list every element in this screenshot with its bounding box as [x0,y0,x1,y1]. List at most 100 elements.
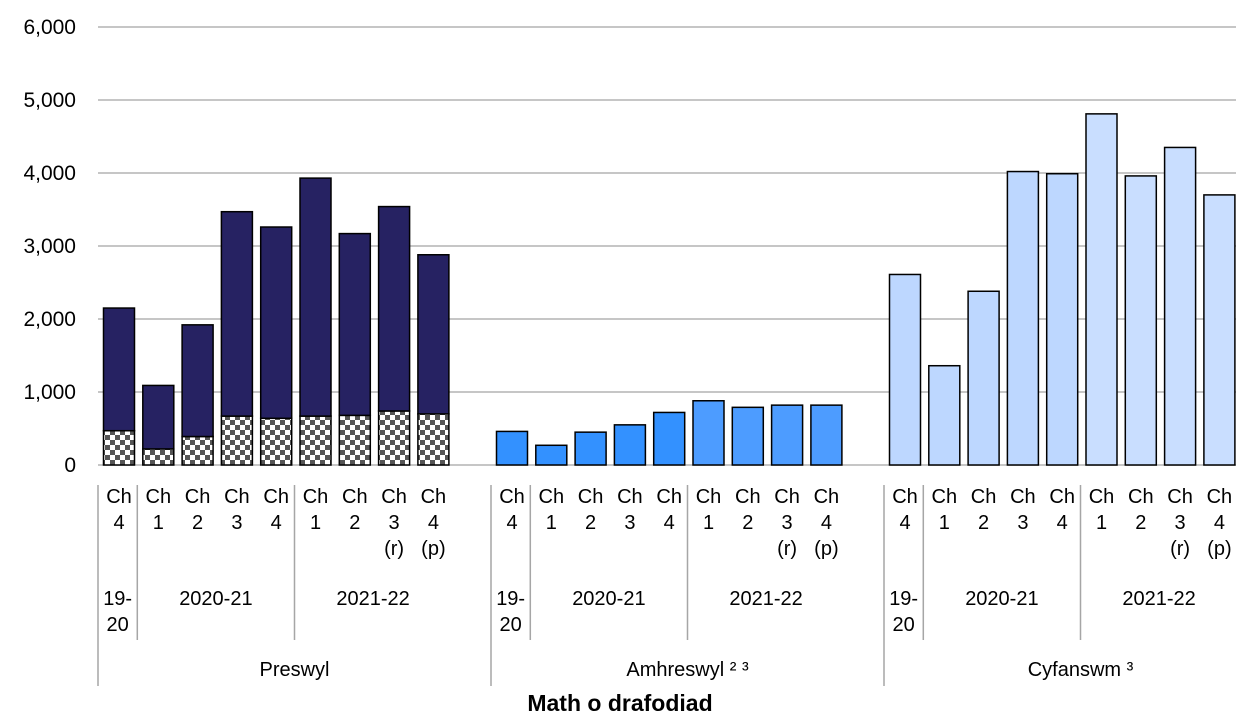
bar [181,435,214,466]
x-year-label: 19- [496,588,525,610]
x-tick-label: (p) [421,538,445,560]
y-tick-label: 3,000 [23,235,76,258]
y-tick-label: 2,000 [23,308,76,331]
x-year-label: 20 [500,614,522,636]
x-axis-group: Ch4Ch1Ch2Ch3Ch4Ch1Ch2Ch3(r)Ch4(p)19-2020… [490,485,840,686]
bar [102,307,136,432]
x-tick-label: 3 [389,512,400,534]
bar [259,226,293,420]
bar [1045,172,1079,466]
x-tick-label: Ch [421,486,447,508]
bar [377,205,411,412]
bar [967,290,1000,466]
bar [731,406,765,466]
x-tick-label: 2 [742,512,753,534]
y-tick-label: 5,000 [23,89,76,112]
x-tick-label: 4 [899,512,910,534]
x-axis-group: Ch4Ch1Ch2Ch3Ch4Ch1Ch2Ch3(r)Ch4(p)19-2020… [97,485,447,686]
x-tick-label: 3 [782,512,793,534]
x-tick-label: 1 [310,512,321,534]
x-tick-label: (r) [1170,538,1190,560]
x-year-label: 20 [107,614,129,636]
x-tick-label: Ch [1167,486,1193,508]
x-year-label: 2021-22 [1122,588,1195,610]
x-tick-label: 4 [664,512,675,534]
x-tick-label: Ch [814,486,840,508]
x-year-label: 20 [893,614,915,636]
x-group-label: Amhreswyl ² ³ [626,659,749,681]
bar [888,273,922,466]
x-tick-label: (p) [814,538,838,560]
x-tick-label: 1 [939,512,950,534]
bar [417,413,450,466]
x-tick-label: Ch [342,486,368,508]
x-tick-label: 3 [1175,512,1186,534]
x-tick-label: Ch [617,486,643,508]
bar-group [495,400,843,466]
x-tick-label: 1 [703,512,714,534]
bar [299,415,332,466]
x-tick-label: 2 [349,512,360,534]
bar [1085,113,1118,466]
x-tick-label: Ch [499,486,525,508]
x-tick-label: Ch [971,486,997,508]
x-tick-label: 4 [1214,512,1225,534]
x-year-label: 19- [103,588,132,610]
bar [928,364,961,466]
bar [613,424,647,466]
x-tick-label: 4 [271,512,282,534]
bar [181,324,214,438]
bar [259,417,293,466]
x-tick-label: 1 [546,512,557,534]
x-axis-group: Ch4Ch1Ch2Ch3Ch4Ch1Ch2Ch3(r)Ch4(p)19-2020… [883,485,1233,686]
bar [299,177,332,417]
x-tick-label: 4 [821,512,832,534]
bar [1163,146,1197,466]
bar [535,444,568,466]
bar [574,431,607,466]
x-year-label: 19- [889,588,918,610]
y-tick-label: 0 [64,454,76,477]
x-tick-label: Ch [696,486,722,508]
bar-group [102,177,450,466]
x-tick-label: 2 [978,512,989,534]
x-tick-label: Ch [185,486,211,508]
x-tick-label: Ch [224,486,250,508]
x-tick-label: 4 [113,512,124,534]
x-tick-label: Ch [932,486,958,508]
x-tick-label: Ch [1049,486,1075,508]
x-tick-label: 3 [624,512,635,534]
bar [692,400,725,466]
bar [417,254,450,415]
x-tick-label: (r) [384,538,404,560]
x-tick-label: Ch [735,486,761,508]
x-tick-label: 3 [231,512,242,534]
x-tick-label: 4 [428,512,439,534]
x-tick-label: Ch [539,486,565,508]
x-tick-label: Ch [263,486,289,508]
bar [102,429,136,466]
x-year-label: 2021-22 [336,588,409,610]
x-tick-label: Ch [774,486,800,508]
x-tick-label: Ch [1128,486,1154,508]
x-tick-label: 2 [1135,512,1146,534]
x-tick-label: 3 [1017,512,1028,534]
x-year-label: 2020-21 [572,588,645,610]
bar [377,410,411,466]
x-tick-label: Ch [656,486,682,508]
x-year-label: 2021-22 [729,588,802,610]
x-axis-title: Math o drafodiad [527,690,712,713]
bar [338,414,372,466]
x-tick-label: 2 [585,512,596,534]
bar [1124,175,1158,466]
x-tick-label: Ch [106,486,132,508]
bar [338,232,372,417]
x-axis: Ch4Ch1Ch2Ch3Ch4Ch1Ch2Ch3(r)Ch4(p)19-2020… [97,485,1233,686]
bar [652,411,686,466]
x-tick-label: Ch [892,486,918,508]
x-year-label: 2020-21 [965,588,1038,610]
y-tick-label: 4,000 [23,162,76,185]
x-tick-label: Ch [1207,486,1233,508]
x-group-label: Cyfanswm ³ [1028,659,1134,681]
